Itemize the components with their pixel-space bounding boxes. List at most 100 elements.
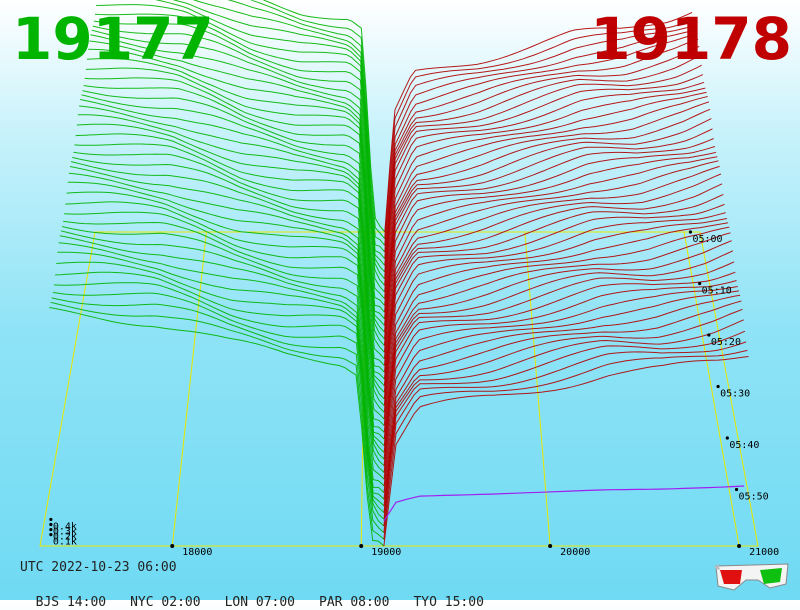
depth-curve-ask-41 [384, 45, 700, 273]
depth-curve-ask-36 [384, 87, 706, 306]
depth-curve-bid-21 [73, 151, 385, 407]
grid-frame [39, 231, 759, 547]
depth-curve-bid-1 [50, 301, 385, 540]
y-tick-label-3: 0.4k [53, 521, 77, 532]
depth-curve-ask-24 [383, 165, 720, 386]
depth-curve-bid-18 [69, 166, 385, 427]
depth-curve-bid-9 [59, 235, 385, 487]
depth-curve-bid-38 [92, 25, 385, 293]
depth-curve-ask-15 [383, 232, 731, 446]
depth-curve-bid-41 [96, 4, 386, 273]
depth-curve-bid-32 [85, 67, 385, 333]
depth-curve-ask-7 [383, 294, 741, 500]
depth-curve-bid-24 [76, 123, 385, 387]
depth-curves [49, 0, 749, 547]
depth-curve-bid-43 [172, 0, 386, 260]
y-tick-label-0: 0.1k [53, 537, 77, 548]
depth-curve-ask-13 [383, 250, 734, 460]
utc-time: UTC 2022-10-23 06:00 [20, 560, 177, 575]
grid-line-x-3 [683, 231, 740, 547]
depth-curve-ask-8 [383, 290, 739, 493]
z-tick-label-2: 05:20 [711, 337, 741, 348]
depth-curve-ask-14 [383, 240, 732, 453]
depth-curve-ask-38 [384, 74, 704, 293]
depth-curve-bid-26 [79, 105, 385, 373]
y-tick-1 [49, 527, 53, 532]
depth-curve-bid-14 [65, 201, 385, 453]
timezone-bjs: BJS 14:00 [35, 595, 107, 610]
z-tick-1 [698, 281, 702, 286]
depth-curve-bid-7 [57, 251, 385, 500]
depth-curve-ask-42 [384, 38, 699, 266]
z-tick-3 [716, 384, 720, 389]
depth-curve-ask-12 [383, 261, 735, 466]
depth-curve-bid-13 [64, 211, 385, 460]
depth-curve-ask-30 [383, 128, 713, 346]
depth-curve-ask-9 [383, 286, 738, 486]
depth-curve-ask-46 [384, 19, 694, 239]
depth-curve-ask-1 [383, 349, 748, 540]
timezone-nyc: NYC 02:00 [130, 595, 201, 610]
timezone-par: PAR 08:00 [319, 595, 390, 610]
depth-curve-bid-45 [227, 0, 386, 246]
depth-curve-ask-5 [383, 308, 743, 513]
timezone-lon: LON 07:00 [224, 595, 296, 610]
depth-curve-bid-5 [55, 271, 385, 513]
depth-curve-bid-23 [75, 133, 385, 393]
depth-curve-bid-2 [51, 297, 385, 533]
x-tick-label-1: 19000 [371, 547, 401, 558]
depth-curve-bid-22 [74, 143, 385, 400]
depth-curve-ask-22 [383, 183, 723, 400]
depth-curve-ask-25 [383, 160, 719, 380]
depth-curve-ask-11 [383, 271, 736, 473]
depth-curve-bid-42 [155, 0, 386, 266]
z-tick-5 [734, 487, 739, 492]
z-tick-2 [707, 333, 711, 337]
depth-curve-bid-37 [91, 29, 385, 300]
depth-curve-ask-28 [383, 146, 716, 359]
depth-curve-ask-39 [384, 64, 702, 286]
depth-curve-ask-37 [384, 81, 705, 299]
depth-curve-bid-28 [81, 94, 385, 360]
z-tick-4 [725, 436, 729, 440]
depth-curve-ask-10 [383, 280, 737, 480]
depth-curve-ask-0 [383, 356, 749, 547]
depth-curve-ask-27 [383, 151, 717, 366]
depth-curve-bid-25 [77, 114, 385, 380]
depth-curve-bid-15 [66, 191, 385, 447]
depth-curve-bid-34 [88, 48, 385, 320]
3d-glasses-icon[interactable] [712, 560, 792, 594]
depth-curve-bid-0 [49, 307, 385, 547]
depth-curve-bid-33 [86, 58, 385, 326]
depth-curve-bid-6 [56, 261, 385, 507]
z-tick-label-1: 05:10 [702, 285, 732, 296]
depth-curve-ask-17 [383, 222, 729, 433]
depth-curve-ask-35 [384, 91, 707, 313]
z-tick-label-3: 05:30 [720, 388, 750, 399]
depth-curve-bid-4 [53, 282, 385, 520]
depth-curve-bid-16 [67, 181, 385, 440]
depth-curve-ask-3 [383, 330, 746, 527]
depth-curve-bid-19 [70, 161, 385, 420]
depth-curve-bid-31 [84, 77, 385, 340]
depth-curve-bid-44 [192, 0, 386, 253]
timezone-tyo: TYO 15:00 [413, 595, 484, 610]
depth-curve-bid-27 [80, 99, 385, 366]
depth-curve-bid-12 [63, 220, 385, 467]
y-tick-label-1: 0.2k [53, 532, 77, 543]
depth-curve-ask-21 [383, 193, 724, 406]
ask-baseline-curve [383, 485, 745, 522]
x-tick-0 [170, 544, 175, 548]
z-tick-0 [688, 230, 693, 234]
grid-line-x-2 [524, 231, 551, 547]
depth-curve-ask-4 [383, 319, 744, 520]
x-tick-label-3: 21000 [749, 547, 779, 558]
depth-curve-ask-32 [384, 108, 711, 333]
depth-curve-bid-30 [83, 85, 385, 346]
z-tick-label-5: 05:50 [739, 491, 769, 502]
depth-curve-ask-33 [384, 101, 710, 326]
depth-curve-ask-18 [383, 218, 727, 426]
depth-curve-bid-46 [250, 0, 386, 240]
y-tick-2 [49, 522, 53, 527]
